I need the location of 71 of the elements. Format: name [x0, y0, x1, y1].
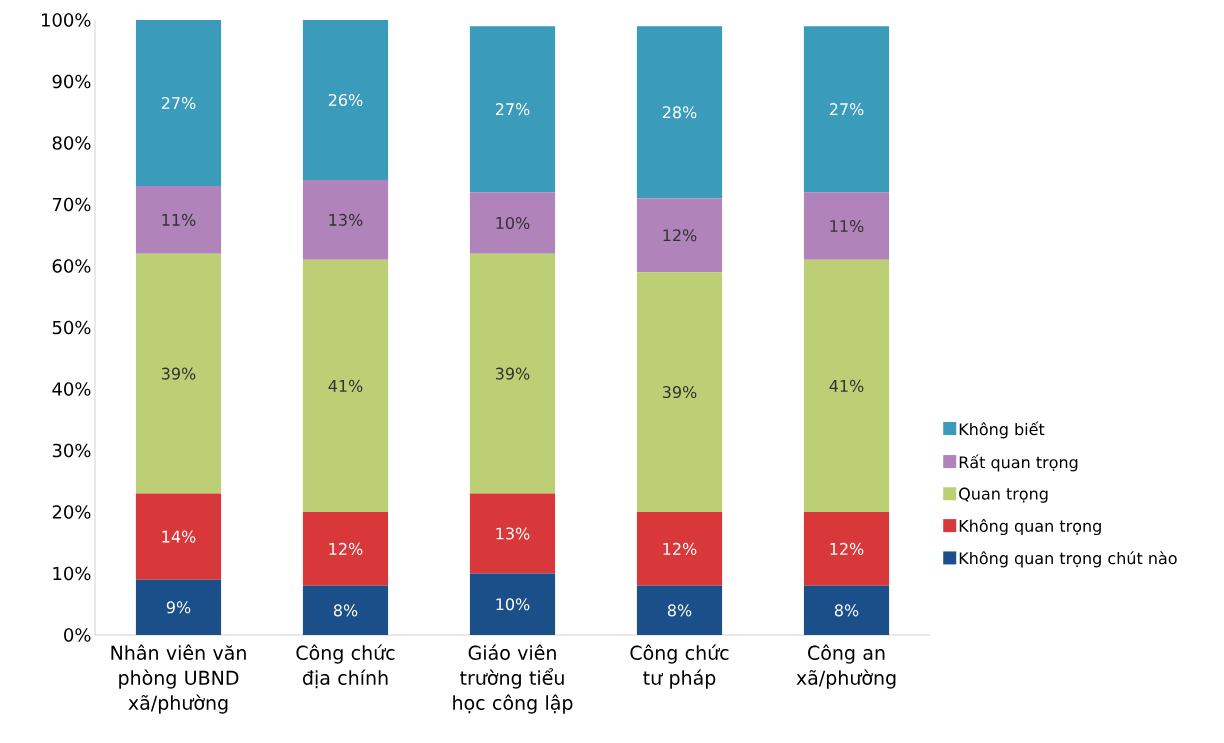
- y-tick-label: 10%: [53, 566, 91, 581]
- bar: [469, 26, 556, 193]
- data-label: 27%: [161, 96, 196, 110]
- bar: [469, 493, 556, 574]
- bar: [803, 585, 890, 635]
- data-label: 41%: [829, 379, 864, 392]
- y-tick-label: 90%: [52, 74, 91, 89]
- legend-label: Không quan trọng chút nào: [959, 551, 1177, 568]
- bar: [302, 19, 389, 180]
- y-tick-label: 100%: [41, 13, 91, 27]
- data-label: 12%: [663, 229, 697, 242]
- bar: [803, 259, 890, 512]
- y-tick-label: 70%: [52, 197, 91, 212]
- legend-label: Không biết: [959, 421, 1045, 439]
- data-label: 14%: [162, 530, 196, 543]
- y-tick-label: 0%: [64, 628, 91, 642]
- y-tick-label: 40%: [52, 382, 91, 396]
- x-tick-label: Công an xã/phường: [796, 644, 896, 689]
- y-tick-label: 30%: [52, 443, 91, 458]
- bar: [636, 585, 723, 635]
- bar: [803, 26, 890, 193]
- bar: [135, 579, 222, 635]
- y-tick-label: 20%: [52, 505, 91, 519]
- legend-label: Rất quan trọng: [959, 454, 1078, 472]
- data-label: 26%: [328, 93, 363, 106]
- data-label: 13%: [329, 213, 363, 226]
- data-label: 12%: [329, 542, 363, 555]
- data-label: 11%: [830, 219, 864, 233]
- x-tick-label: Nhân viên văn phòng UBND xã/phường: [111, 644, 246, 714]
- data-label: 10%: [496, 216, 530, 229]
- bar: [469, 253, 556, 494]
- x-tick-label: Công chức tư pháp: [630, 644, 729, 689]
- data-label: 8%: [667, 604, 692, 617]
- bar: [302, 585, 389, 635]
- bar: [636, 198, 723, 273]
- data-label: 27%: [829, 103, 864, 116]
- bar: [302, 259, 389, 512]
- bar: [302, 511, 389, 586]
- y-tick-label: 60%: [52, 259, 91, 273]
- data-label: 10%: [496, 598, 530, 611]
- data-label: 12%: [663, 542, 697, 555]
- data-label: 41%: [328, 379, 363, 392]
- y-tick-label: 80%: [52, 136, 91, 150]
- bar: [636, 511, 723, 586]
- bar: [803, 192, 890, 260]
- data-label: 28%: [662, 106, 697, 119]
- data-label: 12%: [830, 542, 864, 555]
- x-tick-label: Giáo viên trường tiểu học công lập: [453, 644, 573, 714]
- bar: [135, 253, 222, 494]
- bar: [469, 192, 556, 254]
- data-label: 27%: [495, 103, 530, 116]
- data-label: 9%: [166, 601, 191, 614]
- bar: [302, 179, 389, 260]
- bar: [636, 26, 723, 199]
- bar: [803, 511, 890, 586]
- data-label: 8%: [834, 604, 859, 617]
- legend-label: Không quan trọng: [959, 518, 1101, 536]
- data-label: 8%: [333, 604, 358, 617]
- bar: [469, 573, 556, 635]
- bar: [135, 493, 222, 580]
- x-tick-label: Công chức địa chính: [296, 644, 395, 689]
- data-label: 39%: [662, 386, 697, 399]
- data-label: 39%: [161, 367, 196, 380]
- data-label: 39%: [495, 367, 530, 380]
- bar: [135, 186, 222, 254]
- data-label: 11%: [162, 213, 196, 226]
- legend-label: Quan trọng: [959, 487, 1048, 503]
- y-tick-label: 50%: [52, 320, 91, 335]
- bar: [135, 19, 222, 187]
- data-label: 13%: [496, 527, 530, 540]
- bar: [636, 272, 723, 512]
